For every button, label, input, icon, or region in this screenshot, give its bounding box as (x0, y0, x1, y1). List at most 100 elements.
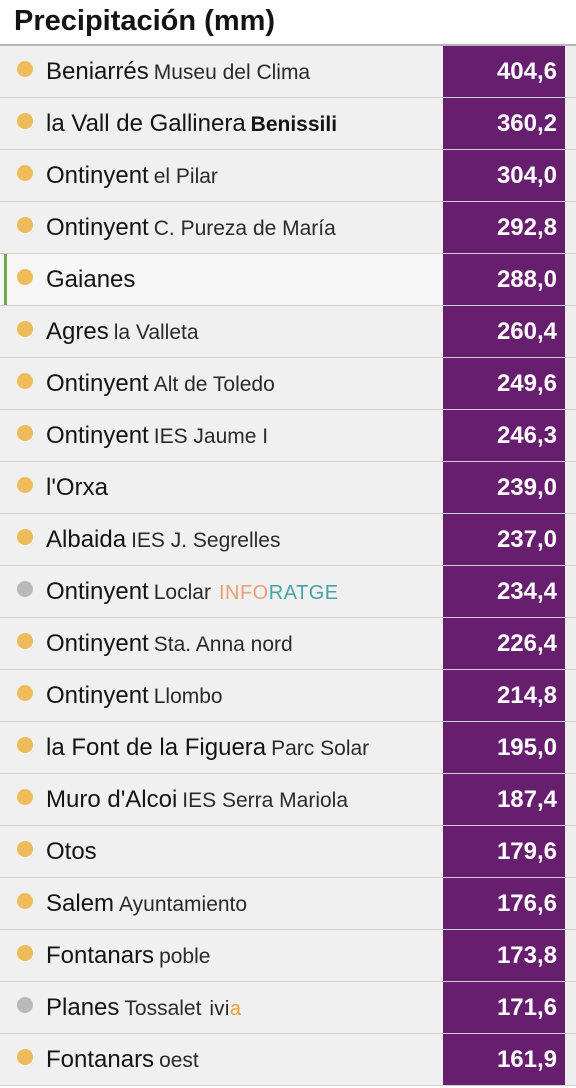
station-name: Tossalet (124, 997, 202, 1020)
table-row[interactable]: Beniarrés Museu del Clima 404,6 (0, 46, 576, 98)
table-row[interactable]: Salem Ayuntamiento 176,6 (0, 878, 576, 930)
status-dot-grey-icon (17, 997, 33, 1013)
page-title: Precipitación (mm) (0, 0, 576, 46)
precipitation-value: 292,8 (443, 202, 565, 253)
station-names: Ontinyent Loclar INFORATGE (46, 566, 339, 617)
table-row[interactable]: Planes Tossalet ivia 171,6 (0, 982, 576, 1034)
precipitation-value: 214,8 (443, 670, 565, 721)
station-name: Benissili (250, 113, 338, 136)
status-dot-orange-icon (17, 945, 33, 961)
precipitation-value: 304,0 (443, 150, 565, 201)
station-names: Gaianes (46, 254, 135, 305)
location-name[interactable]: Fontanars (46, 1046, 155, 1073)
location-name[interactable]: Albaida (46, 526, 127, 553)
status-dot-orange-icon (17, 425, 33, 441)
precipitation-value: 360,2 (443, 98, 565, 149)
station-names: Agres la Valleta (46, 306, 199, 357)
table-row[interactable]: Ontinyent C. Pureza de María 292,8 (0, 202, 576, 254)
table-row[interactable]: Ontinyent IES Jaume I 246,3 (0, 410, 576, 462)
table-row[interactable]: Ontinyent Loclar INFORATGE 234,4 (0, 566, 576, 618)
source-logo-part: ivi (209, 998, 230, 1020)
station-names: Ontinyent Alt de Toledo (46, 358, 275, 409)
station-names: Ontinyent C. Pureza de María (46, 202, 336, 253)
location-name[interactable]: Planes (46, 994, 120, 1021)
status-dot-orange-icon (17, 113, 33, 129)
precipitation-value: 176,6 (443, 878, 565, 929)
table-row[interactable]: Ontinyent Alt de Toledo 249,6 (0, 358, 576, 410)
status-dot-grey-icon (17, 581, 33, 597)
source-logo-part: a (229, 998, 242, 1020)
status-dot-orange-icon (17, 373, 33, 389)
status-dot-orange-icon (17, 61, 33, 77)
status-dot-orange-icon (17, 165, 33, 181)
station-names: Muro d'Alcoi IES Serra Mariola (46, 774, 348, 825)
precipitation-value: 179,6 (443, 826, 565, 877)
station-names: Planes Tossalet ivia (46, 982, 241, 1033)
precipitation-value: 226,4 (443, 618, 565, 669)
station-name: Llombo (153, 685, 223, 708)
status-dot-orange-icon (17, 1049, 33, 1065)
location-name[interactable]: Gaianes (46, 266, 136, 293)
precipitation-value: 237,0 (443, 514, 565, 565)
table-row[interactable]: Albaida IES J. Segrelles 237,0 (0, 514, 576, 566)
station-names: Ontinyent el Pilar (46, 150, 218, 201)
location-name[interactable]: Ontinyent (46, 422, 149, 449)
station-name: C. Pureza de María (153, 217, 336, 240)
station-names: Ontinyent Llombo (46, 670, 223, 721)
inforatge-source-logo[interactable]: INFORATGE (219, 582, 339, 604)
table-row[interactable]: Ontinyent Llombo 214,8 (0, 670, 576, 722)
status-dot-orange-icon (17, 789, 33, 805)
station-names: la Vall de Gallinera Benissili (46, 98, 337, 149)
table-row[interactable]: Agres la Valleta 260,4 (0, 306, 576, 358)
station-name: IES Serra Mariola (182, 789, 349, 812)
location-name[interactable]: la Vall de Gallinera (46, 110, 246, 137)
location-name[interactable]: Muro d'Alcoi (46, 786, 178, 813)
location-name[interactable]: l'Orxa (46, 474, 108, 501)
location-name[interactable]: Beniarrés (46, 58, 149, 85)
location-name[interactable]: Ontinyent (46, 682, 149, 709)
precipitation-value: 249,6 (443, 358, 565, 409)
precipitation-value: 173,8 (443, 930, 565, 981)
location-name[interactable]: la Font de la Figuera (46, 734, 267, 761)
table-row[interactable]: Fontanars oest 161,9 (0, 1034, 576, 1086)
location-name[interactable]: Ontinyent (46, 370, 149, 397)
station-name: oest (159, 1049, 199, 1072)
location-name[interactable]: Ontinyent (46, 578, 149, 605)
location-name[interactable]: Ontinyent (46, 630, 149, 657)
status-dot-orange-icon (17, 893, 33, 909)
station-names: Otos (46, 826, 97, 877)
precipitation-value: 288,0 (443, 254, 565, 305)
source-logo-part: INFO (218, 582, 269, 604)
ivia-source-logo[interactable]: ivia (209, 998, 241, 1020)
table-row[interactable]: la Font de la Figuera Parc Solar 195,0 (0, 722, 576, 774)
location-name[interactable]: Otos (46, 838, 97, 865)
table-row[interactable]: Fontanars poble 173,8 (0, 930, 576, 982)
location-name[interactable]: Ontinyent (46, 214, 149, 241)
precipitation-value: 171,6 (443, 982, 565, 1033)
table-row[interactable]: Ontinyent el Pilar 304,0 (0, 150, 576, 202)
location-name[interactable]: Ontinyent (46, 162, 149, 189)
station-names: Salem Ayuntamiento (46, 878, 247, 929)
table-row[interactable]: Gaianes 288,0 (0, 254, 576, 306)
table-row[interactable]: Muro d'Alcoi IES Serra Mariola 187,4 (0, 774, 576, 826)
station-names: la Font de la Figuera Parc Solar (46, 722, 369, 773)
station-name: el Pilar (153, 165, 218, 188)
status-dot-orange-icon (17, 269, 33, 285)
precipitation-value: 404,6 (443, 46, 565, 97)
table-row[interactable]: Ontinyent Sta. Anna nord 226,4 (0, 618, 576, 670)
table-row[interactable]: la Vall de Gallinera Benissili 360,2 (0, 98, 576, 150)
station-name: IES J. Segrelles (131, 529, 281, 552)
table-row[interactable]: l'Orxa 239,0 (0, 462, 576, 514)
station-name: la Valleta (113, 321, 199, 344)
station-name: poble (159, 945, 211, 968)
location-name[interactable]: Salem (46, 890, 115, 917)
station-names: Ontinyent Sta. Anna nord (46, 618, 293, 669)
station-names: Beniarrés Museu del Clima (46, 46, 310, 97)
status-dot-orange-icon (17, 529, 33, 545)
location-name[interactable]: Agres (46, 318, 109, 345)
station-names: Fontanars poble (46, 930, 210, 981)
location-name[interactable]: Fontanars (46, 942, 155, 969)
precipitation-list: Beniarrés Museu del Clima 404,6 la Vall de … (0, 46, 576, 1086)
status-dot-orange-icon (17, 321, 33, 337)
table-row[interactable]: Otos 179,6 (0, 826, 576, 878)
